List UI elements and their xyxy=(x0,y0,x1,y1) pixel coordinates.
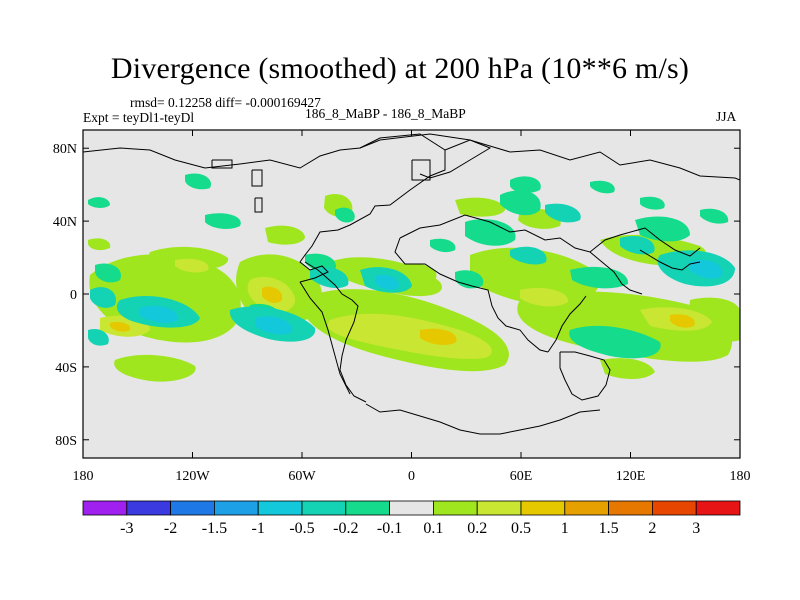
colorbar-label: -0.2 xyxy=(333,520,358,537)
x-axis-ticks: 180 120W 60W 0 60E 120E 180 xyxy=(73,130,751,484)
colorbar-label: -1.5 xyxy=(202,520,227,537)
colorbar-swatch xyxy=(345,500,390,516)
chart-title: Divergence (smoothed) at 200 hPa (10**6 … xyxy=(110,52,690,85)
colorbar-label: 0.2 xyxy=(467,520,487,537)
europe-africa-outline xyxy=(399,214,701,257)
colorbar-swatch xyxy=(82,500,128,516)
colorbar-label: -2 xyxy=(164,520,177,537)
y-tick-label: 0 xyxy=(70,288,77,303)
x-tick-label: 0 xyxy=(408,469,415,484)
x-tick-label: 180 xyxy=(730,469,751,484)
x-tick-label: 120W xyxy=(175,469,210,484)
island-outline-3 xyxy=(254,197,263,213)
continent-outlines xyxy=(83,133,740,435)
contour-neg0.5-neg1 xyxy=(140,259,723,335)
run-label: 186_8_MaBP - 186_8_MaBP xyxy=(305,106,466,121)
africa-outline xyxy=(394,237,549,353)
x-tick-label: 60W xyxy=(288,469,316,484)
y-axis-ticks: 80N 40N 0 40S 80S xyxy=(53,142,740,449)
colorbar-swatch xyxy=(389,500,434,516)
africa-east-outline xyxy=(547,295,587,353)
colorbar-label: 0.5 xyxy=(511,520,531,537)
colorbar: -3 -2 -1.5 -1 -0.5 -0.2 -0.1 0.1 0.2 0.5 1 1.5 2 3 xyxy=(82,500,741,537)
colorbar-label: 1 xyxy=(561,520,569,537)
island-outline-4 xyxy=(411,159,431,181)
x-tick-label: 180 xyxy=(73,469,94,484)
island-outline-2 xyxy=(251,169,263,187)
colorbar-label: -0.1 xyxy=(377,520,402,537)
colorbar-label: 3 xyxy=(692,520,700,537)
colorbar-swatch xyxy=(520,500,566,516)
colorbar-swatch xyxy=(564,500,609,516)
colorbar-label: -3 xyxy=(120,520,133,537)
eurasia-outline xyxy=(444,139,740,181)
australia-outline xyxy=(559,351,611,401)
x-tick-label: 120E xyxy=(616,469,646,484)
colorbar-swatch xyxy=(126,500,172,516)
colorbar-label: -0.5 xyxy=(289,520,314,537)
contour-0.5-1 xyxy=(110,286,695,345)
arabia-india-outline xyxy=(589,251,643,295)
colorbar-label: 2 xyxy=(648,520,656,537)
colorbar-swatch xyxy=(170,500,215,516)
antarctica-outline xyxy=(365,403,601,435)
y-tick-label: 40N xyxy=(53,215,77,230)
colorbar-swatch xyxy=(608,500,653,516)
colorbar-label: -1 xyxy=(252,520,265,537)
contour-0.2-0.5 xyxy=(100,258,712,359)
colorbar-swatch xyxy=(257,500,303,516)
y-tick-label: 80N xyxy=(53,142,77,157)
x-tick-label: 60E xyxy=(510,469,533,484)
colorbar-swatch xyxy=(695,500,741,516)
colorbar-swatch xyxy=(301,500,347,516)
colorbar-swatch xyxy=(652,500,697,516)
colorbar-label: 1.5 xyxy=(599,520,619,537)
colorbar-swatch xyxy=(476,500,522,516)
y-tick-label: 80S xyxy=(55,434,77,449)
south-america-west-outline xyxy=(299,281,351,395)
colorbar-swatch xyxy=(432,500,478,516)
stats-line: rmsd= 0.12258 diff= -0.000169427 xyxy=(130,95,321,110)
colorbar-label: 0.1 xyxy=(423,520,443,537)
greenland-outline xyxy=(359,133,492,179)
asia-south-outline xyxy=(639,249,701,271)
season-label: JJA xyxy=(716,109,737,124)
island-outline-1 xyxy=(211,159,233,169)
colorbar-swatch xyxy=(213,500,259,516)
y-tick-label: 40S xyxy=(55,361,77,376)
experiment-label: Expt = teyDl1-teyDl xyxy=(83,110,195,125)
contour-fills xyxy=(88,173,740,382)
